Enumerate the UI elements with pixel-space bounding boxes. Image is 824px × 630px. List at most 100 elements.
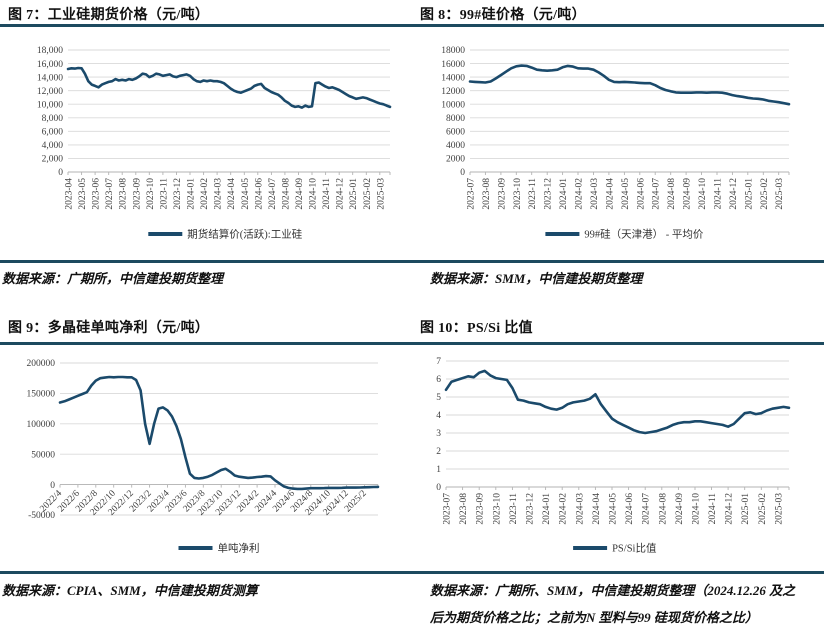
svg-text:2023-10: 2023-10 (492, 493, 502, 525)
svg-text:2025-01: 2025-01 (744, 178, 754, 210)
svg-text:2023-09: 2023-09 (476, 493, 486, 525)
svg-text:2024-06: 2024-06 (254, 178, 264, 210)
svg-text:2024-02: 2024-02 (200, 178, 210, 210)
svg-text:1: 1 (436, 465, 441, 475)
svg-text:2024-03: 2024-03 (590, 178, 600, 210)
svg-text:100000: 100000 (27, 420, 56, 430)
svg-text:2024-09: 2024-09 (683, 178, 693, 210)
source-rule-row1 (0, 260, 824, 264)
svg-text:2024-04: 2024-04 (605, 178, 615, 210)
svg-text:2024-11: 2024-11 (714, 178, 724, 210)
svg-text:2023-11: 2023-11 (528, 178, 538, 210)
svg-text:单吨净利: 单吨净利 (218, 542, 260, 555)
svg-text:8,000: 8,000 (42, 114, 64, 124)
svg-text:2023-09: 2023-09 (497, 178, 507, 210)
svg-text:2024-12: 2024-12 (336, 178, 346, 210)
svg-text:2024-11: 2024-11 (322, 178, 332, 210)
svg-text:2023-08: 2023-08 (459, 493, 469, 525)
svg-text:2024-09: 2024-09 (675, 493, 685, 525)
svg-text:2024-07: 2024-07 (642, 493, 652, 525)
svg-text:2024-06: 2024-06 (636, 178, 646, 210)
svg-text:2000: 2000 (446, 155, 465, 165)
svg-text:6,000: 6,000 (42, 128, 64, 138)
svg-text:2023-07: 2023-07 (105, 178, 115, 210)
svg-text:2023-12: 2023-12 (544, 178, 554, 210)
svg-text:2024-05: 2024-05 (609, 493, 619, 525)
title-rule-row1 (0, 24, 824, 28)
svg-text:2023-09: 2023-09 (132, 178, 142, 210)
svg-text:2024-03: 2024-03 (214, 178, 224, 210)
svg-text:10,000: 10,000 (37, 100, 63, 110)
fig10-title: 图 10：PS/Si 比值 (420, 321, 533, 336)
svg-text:2023-04: 2023-04 (65, 178, 75, 210)
fig8-title: 图 8：99#硅价格（元/吨） (420, 8, 586, 23)
svg-text:16000: 16000 (441, 60, 465, 70)
svg-text:2024-11: 2024-11 (708, 493, 718, 525)
svg-text:2023-07: 2023-07 (443, 493, 453, 525)
fig9-title: 图 9：多晶硅单吨净利（元/吨） (8, 321, 210, 336)
svg-text:3: 3 (436, 429, 441, 439)
svg-text:2024-08: 2024-08 (658, 493, 668, 525)
fig10-source-line2: 后为期货价格之比；之前为N 型料与99 硅现货价格之比） (430, 610, 758, 625)
fig7-source: 数据来源：广期所，中信建投期货整理 (2, 271, 224, 286)
svg-text:2024-10: 2024-10 (698, 178, 708, 210)
fig10-source-line1: 数据来源：广期所、SMM，中信建投期货整理（2024.12.26 及之 (430, 583, 796, 598)
svg-text:2023-06: 2023-06 (92, 178, 102, 210)
svg-text:14000: 14000 (441, 73, 465, 83)
svg-text:2024-05: 2024-05 (241, 178, 251, 210)
svg-text:14,000: 14,000 (37, 73, 63, 83)
svg-text:4,000: 4,000 (42, 141, 64, 151)
svg-text:2024-05: 2024-05 (621, 178, 631, 210)
svg-text:2025-03: 2025-03 (775, 178, 785, 210)
fig8-chart: 18000 16000 14000 12000 10000 8000 6000 4000 200… (441, 46, 791, 241)
svg-text:2024-01: 2024-01 (559, 178, 569, 210)
svg-text:2024-10: 2024-10 (309, 178, 319, 210)
svg-text:2024-01: 2024-01 (542, 493, 552, 525)
svg-text:2024-08: 2024-08 (281, 178, 291, 210)
svg-text:2023-10: 2023-10 (146, 178, 156, 210)
svg-text:2: 2 (436, 447, 441, 457)
svg-text:2024-02: 2024-02 (559, 493, 569, 525)
svg-text:200000: 200000 (27, 359, 56, 369)
svg-text:-50000: -50000 (28, 511, 55, 521)
svg-text:2025-02: 2025-02 (363, 178, 373, 210)
svg-text:2024-07: 2024-07 (268, 178, 278, 210)
svg-text:2023-11: 2023-11 (509, 493, 519, 525)
svg-text:2024-12: 2024-12 (729, 178, 739, 210)
svg-text:2023-05: 2023-05 (78, 178, 88, 210)
fig9-source: 数据来源：CPIA、SMM，中信建投期货测算 (2, 583, 258, 598)
svg-text:5: 5 (436, 393, 441, 403)
svg-text:0: 0 (460, 168, 465, 178)
svg-text:2024-09: 2024-09 (295, 178, 305, 210)
svg-text:2023-10: 2023-10 (513, 178, 523, 210)
svg-text:期货结算价(活跃):工业硅: 期货结算价(活跃):工业硅 (187, 228, 302, 241)
svg-text:PS/Si比值: PS/Si比值 (612, 542, 657, 555)
svg-text:2023-11: 2023-11 (159, 178, 169, 210)
svg-text:2025-01: 2025-01 (349, 178, 359, 210)
svg-text:2025-01: 2025-01 (741, 493, 751, 525)
svg-text:2024-07: 2024-07 (652, 178, 662, 210)
svg-text:16,000: 16,000 (37, 60, 63, 70)
source-rule-row2 (0, 571, 824, 575)
svg-text:150000: 150000 (27, 390, 56, 400)
svg-text:2,000: 2,000 (42, 155, 64, 165)
svg-text:50000: 50000 (31, 450, 55, 460)
svg-text:2025-02: 2025-02 (758, 493, 768, 525)
svg-text:2024-10: 2024-10 (692, 493, 702, 525)
svg-text:2024-06: 2024-06 (625, 493, 635, 525)
svg-text:0: 0 (436, 483, 441, 493)
svg-text:4: 4 (436, 411, 441, 421)
svg-text:2023-08: 2023-08 (119, 178, 129, 210)
svg-text:2024-12: 2024-12 (725, 493, 735, 525)
svg-text:6: 6 (436, 375, 441, 385)
svg-text:2025-02: 2025-02 (760, 178, 770, 210)
svg-text:2023-07: 2023-07 (467, 178, 477, 210)
fig9-chart: 200000150000100000500000-500002022/42022… (27, 359, 380, 555)
svg-text:2023-12: 2023-12 (173, 178, 183, 210)
svg-text:2024-01: 2024-01 (187, 178, 197, 210)
svg-text:2023-12: 2023-12 (526, 493, 536, 525)
svg-text:6000: 6000 (446, 128, 465, 138)
svg-text:99#硅（天津港） - 平均价: 99#硅（天津港） - 平均价 (584, 228, 703, 241)
